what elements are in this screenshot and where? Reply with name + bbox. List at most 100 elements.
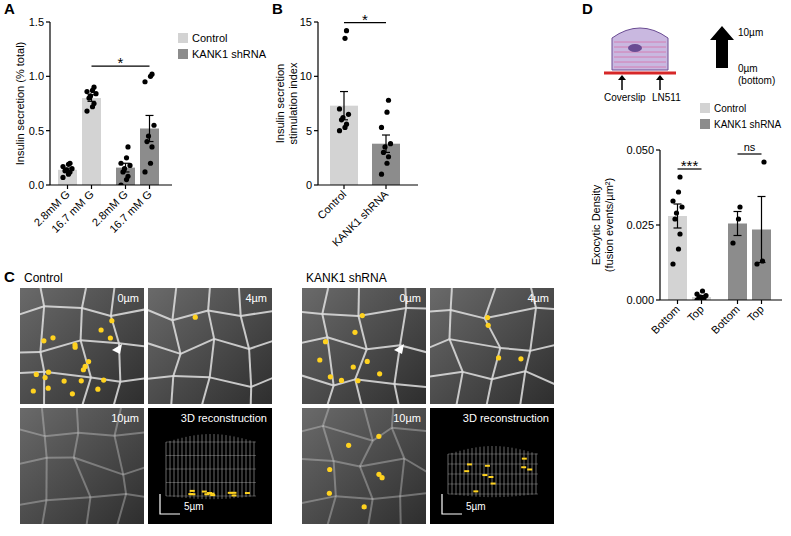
- y-tick-label: 0.050: [626, 144, 654, 156]
- y-tick-label: 1.0: [29, 70, 44, 82]
- micrograph: 0µm: [302, 288, 426, 404]
- micrograph: 4µm: [430, 288, 554, 404]
- data-point: [674, 210, 679, 215]
- x-tick: [737, 300, 738, 304]
- x-tick-label: Control: [315, 188, 349, 222]
- y-tick-label: 5: [306, 125, 312, 137]
- y-tick: [314, 76, 318, 77]
- data-point: [379, 125, 384, 130]
- data-point: [677, 174, 682, 179]
- data-point: [91, 85, 96, 90]
- significance-label: *: [118, 54, 124, 71]
- data-point: [730, 240, 735, 245]
- panel-letter: C: [4, 268, 15, 285]
- data-point: [677, 231, 682, 236]
- error-bar: [758, 197, 766, 263]
- y-tick: [656, 299, 660, 300]
- x-tick: [677, 300, 678, 304]
- error-bar: [122, 163, 130, 172]
- legend-label: Control: [714, 103, 746, 114]
- data-point: [125, 174, 130, 179]
- tile-label: 4µm: [245, 292, 267, 304]
- plot-area: [668, 159, 771, 300]
- error-bar: [340, 92, 348, 120]
- micrograph: 0µm: [20, 288, 144, 404]
- y-tick: [656, 149, 660, 150]
- x-axis: [660, 299, 782, 300]
- y-axis: [49, 22, 50, 185]
- error-bar: [88, 95, 96, 102]
- x-tick: [701, 300, 702, 304]
- x-axis: [318, 184, 418, 185]
- tile-label: 3D reconstruction: [463, 412, 549, 424]
- schematic-label: 0µm: [738, 63, 758, 74]
- data-point: [151, 123, 156, 128]
- legend-swatch: [178, 33, 188, 43]
- data-point: [384, 110, 389, 115]
- plot-area: [330, 28, 400, 185]
- y-axis-title: Exocytic Density: [590, 184, 602, 265]
- significance-bracket: [738, 153, 762, 154]
- y-tick-label: 10: [300, 70, 312, 82]
- data-point: [88, 93, 93, 98]
- tile-label: 10µm: [393, 412, 421, 424]
- bar: [668, 216, 687, 300]
- bar: [728, 224, 747, 301]
- x-tick-label: Top: [745, 303, 766, 324]
- tile-label: 0µm: [399, 292, 421, 304]
- y-tick-label: 0: [306, 179, 312, 191]
- data-point: [142, 169, 147, 174]
- group-title: Control: [24, 271, 63, 285]
- x-tick-label: KANK1 shRNA: [330, 187, 391, 248]
- data-point: [737, 204, 742, 209]
- data-point: [146, 134, 151, 139]
- x-tick: [67, 185, 68, 189]
- plot-area: [58, 72, 159, 185]
- y-tick: [314, 130, 318, 131]
- y-tick: [656, 224, 660, 225]
- panel-letter: B: [272, 0, 283, 17]
- data-point: [124, 155, 129, 160]
- schematic-label: LN511: [652, 92, 681, 103]
- y-tick-label: 0.000: [626, 294, 654, 306]
- data-point: [761, 159, 766, 164]
- data-point: [337, 128, 342, 133]
- legend-swatch: [178, 49, 188, 59]
- y-axis-title: Insulin secretionstimulation index: [274, 62, 299, 144]
- data-point: [736, 216, 741, 221]
- data-point: [125, 144, 130, 149]
- micrograph: 4µm: [148, 288, 272, 404]
- data-point: [676, 189, 681, 194]
- error-bar: [146, 115, 154, 141]
- data-point: [679, 204, 684, 209]
- legend-label: Control: [192, 32, 227, 44]
- x-tick: [343, 185, 344, 189]
- y-tick: [314, 21, 318, 22]
- y-axis: [317, 22, 318, 185]
- group-title: KANK1 shRNA: [306, 271, 387, 285]
- scale-bar-label: 5µm: [184, 501, 204, 512]
- y-tick-label: 15: [300, 16, 312, 28]
- schematic-label: 10µm: [738, 27, 763, 38]
- y-axis-title: (fusion events/µm²): [603, 178, 615, 272]
- y-tick: [314, 184, 318, 185]
- x-tick-label: Top: [685, 303, 706, 324]
- data-point: [122, 166, 127, 171]
- x-tick: [125, 185, 126, 189]
- y-tick-label: 0.0: [29, 179, 44, 191]
- error-bar: [674, 204, 682, 228]
- x-tick: [149, 185, 150, 189]
- schematic-label: (bottom): [738, 75, 775, 86]
- error-bar: [64, 168, 72, 171]
- data-point: [382, 144, 387, 149]
- data-point: [344, 122, 349, 127]
- x-tick: [385, 185, 386, 189]
- significance-label: ns: [744, 141, 756, 153]
- micrograph: 10µm: [20, 408, 144, 524]
- micrograph: 5µm3D reconstruction: [430, 408, 554, 524]
- x-tick: [761, 300, 762, 304]
- x-tick-label: Bottom: [709, 303, 742, 336]
- significance-label: *: [362, 11, 368, 28]
- micrograph: 10µm: [302, 408, 426, 524]
- data-point: [386, 154, 391, 159]
